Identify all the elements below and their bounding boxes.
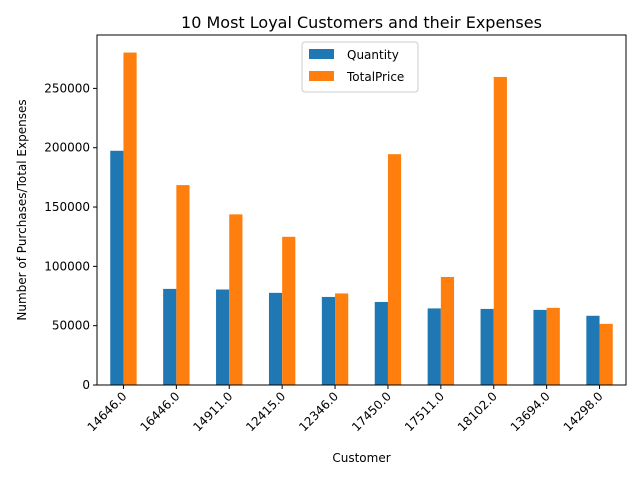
bar-quantity-12346.0 (321, 296, 336, 385)
y-tick-label: 250000 (44, 81, 90, 95)
bar-group (110, 52, 613, 385)
bar-quantity-14646.0 (110, 150, 124, 385)
bar-totalprice-14911.0 (229, 214, 243, 385)
y-tick-label: 200000 (44, 141, 90, 155)
x-tick-label: 12346.0 (296, 389, 341, 434)
x-tick-label: 12415.0 (243, 389, 288, 434)
x-tick-label: 14911.0 (190, 389, 235, 434)
x-axis-label: Customer (332, 451, 390, 465)
x-tick-label: 14298.0 (561, 389, 606, 434)
x-tick-label: 14646.0 (85, 389, 130, 434)
bar-totalprice-12346.0 (335, 293, 349, 385)
y-axis: 0 50000 100000 150000 200000 250000 (44, 81, 97, 392)
bar-quantity-14298.0 (586, 315, 600, 385)
bar-totalprice-16446.0 (176, 185, 190, 385)
bar-totalprice-14298.0 (599, 323, 613, 385)
x-axis: 14646.0 16446.0 14911.0 12415.0 12346.0 17450… (85, 385, 606, 434)
legend-label-totalprice: TotalPrice (346, 70, 404, 84)
bar-quantity-16446.0 (163, 288, 177, 385)
bar-totalprice-13694.0 (546, 307, 560, 385)
y-tick-label: 100000 (44, 259, 90, 273)
bar-totalprice-14646.0 (123, 52, 137, 385)
y-tick-label: 150000 (44, 200, 90, 214)
x-tick-label: 17511.0 (402, 389, 447, 434)
bar-quantity-17450.0 (374, 301, 388, 385)
plot-frame (96, 34, 627, 386)
x-tick-label: 13694.0 (508, 389, 553, 434)
bar-quantity-12415.0 (268, 292, 283, 385)
bar-quantity-17511.0 (427, 308, 441, 385)
bar-totalprice-12415.0 (282, 236, 296, 385)
legend-swatch-totalprice (309, 71, 334, 81)
bar-totalprice-17511.0 (440, 276, 455, 385)
y-tick-label: 0 (82, 378, 90, 392)
y-tick-label: 50000 (52, 319, 90, 333)
bar-totalprice-18102.0 (493, 76, 507, 385)
legend-swatch-quantity (309, 49, 334, 59)
bar-totalprice-17450.0 (387, 154, 402, 385)
x-tick-label: 16446.0 (137, 389, 182, 434)
bar-quantity-18102.0 (480, 308, 494, 385)
y-axis-label: Number of Purchases/Total Expenses (15, 99, 29, 320)
bar-quantity-14911.0 (216, 289, 230, 385)
x-tick-label: 17450.0 (349, 389, 394, 434)
x-tick-label: 18102.0 (455, 389, 500, 434)
chart-title: 10 Most Loyal Customers and their Expens… (181, 13, 542, 32)
legend: Quantity TotalPrice (301, 41, 419, 93)
legend-label-quantity: Quantity (347, 48, 399, 62)
bar-quantity-13694.0 (533, 309, 547, 385)
